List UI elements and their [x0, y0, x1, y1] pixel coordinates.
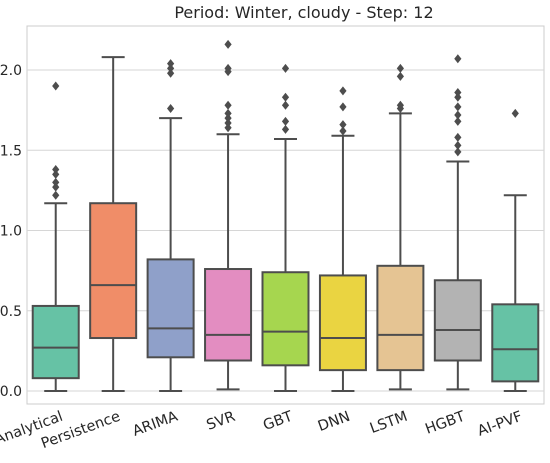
outlier-point	[224, 39, 232, 49]
outlier-point	[454, 87, 462, 97]
outlier-point	[167, 59, 175, 69]
outlier-point	[396, 63, 404, 73]
outlier-point	[454, 92, 462, 102]
y-tick-label: 0.0	[0, 384, 22, 400]
box-analytical	[31, 81, 80, 392]
outlier-point	[454, 147, 462, 157]
outlier-point	[167, 104, 175, 114]
outlier-point	[224, 100, 232, 110]
outlier-point	[224, 118, 232, 128]
outlier-point	[454, 132, 462, 142]
outlier-point	[396, 100, 404, 110]
box-iqr	[31, 304, 80, 380]
outlier-point	[281, 63, 290, 73]
y-tick-label: 0.5	[0, 304, 22, 320]
box-arima	[146, 59, 195, 392]
outlier-point	[454, 102, 462, 112]
box-lstm	[376, 63, 425, 391]
box-iqr	[318, 274, 367, 372]
outlier-point	[454, 140, 462, 150]
outlier-point	[167, 63, 175, 73]
outlier-point	[224, 108, 232, 118]
outlier-point	[52, 81, 60, 91]
outlier-point	[52, 190, 60, 200]
outlier-point	[339, 86, 347, 96]
box-persistence	[89, 56, 138, 392]
outlier-point	[52, 177, 60, 187]
box-iqr	[433, 279, 482, 362]
outlier-point	[52, 169, 60, 179]
box-iqr	[89, 202, 138, 340]
boxes	[31, 39, 540, 392]
x-tick-label: HGBT	[423, 409, 467, 438]
outlier-point	[281, 124, 290, 134]
x-tick-label: ARIMA	[131, 409, 180, 440]
x-tick-label: SVR	[205, 409, 238, 434]
box-gbt	[261, 63, 310, 392]
box-ai-pvf	[491, 108, 540, 392]
outlier-point	[281, 116, 290, 126]
x-tick-label: AI-PVF	[476, 409, 525, 440]
box-hgbt	[433, 54, 482, 391]
box-dnn	[318, 86, 367, 392]
outlier-point	[339, 102, 347, 112]
outlier-point	[52, 165, 60, 175]
outlier-point	[224, 123, 232, 133]
outlier-point	[511, 108, 519, 118]
y-tick-label: 2.0	[0, 63, 22, 79]
outlier-point	[281, 100, 290, 110]
box-iqr	[261, 271, 310, 367]
box-iqr	[146, 258, 195, 359]
outlier-point	[454, 54, 462, 64]
outlier-point	[396, 71, 404, 81]
y-tick-label: 1.0	[0, 224, 22, 240]
outlier-point	[339, 120, 347, 130]
y-axis-ticks: 0.0 0.5 1.0 1.5 2.0	[0, 63, 22, 400]
outlier-point	[454, 116, 462, 126]
box-iqr	[376, 264, 425, 372]
outlier-point	[224, 63, 232, 73]
x-tick-label: LSTM	[368, 409, 410, 437]
box-svr	[204, 39, 253, 391]
y-tick-label: 1.5	[0, 143, 22, 159]
outlier-point	[224, 113, 232, 123]
outlier-point	[281, 92, 290, 102]
x-tick-label: GBT	[261, 409, 295, 434]
outlier-point	[52, 182, 60, 192]
outlier-point	[454, 110, 462, 120]
box-iqr	[204, 268, 253, 362]
outlier-point	[339, 126, 347, 136]
x-tick-label: DNN	[316, 409, 352, 435]
chart-title: Period: Winter, cloudy - Step: 12	[174, 3, 433, 22]
outlier-point	[167, 68, 175, 78]
box-iqr	[491, 303, 540, 383]
